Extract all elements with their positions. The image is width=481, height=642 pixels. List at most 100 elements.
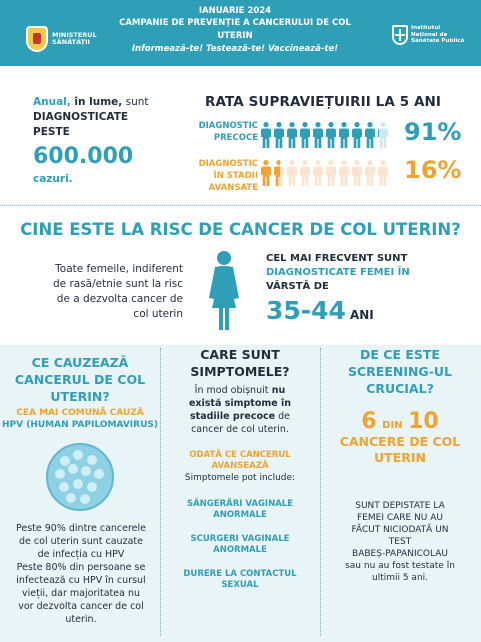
ministry-line-2: SĂNĂTĂȚII xyxy=(52,38,90,46)
person-icon xyxy=(261,122,271,148)
risk-right-line-3: VÂRSTĂ DE xyxy=(266,281,329,292)
advanced-percent: 16% xyxy=(404,156,462,184)
ratio-din: DIN xyxy=(382,420,403,431)
risk-left-line-4: col uterin xyxy=(133,308,183,320)
cases-unit: cazuri. xyxy=(33,173,73,185)
early-person-icons xyxy=(261,122,388,148)
person-icon xyxy=(313,122,323,148)
person-icon xyxy=(300,122,310,148)
hpv-label: HPV (HUMAN PAPILOMAVIRUS) xyxy=(2,420,158,430)
person-icon xyxy=(352,160,362,186)
causes-body-8: uterin. xyxy=(65,614,97,625)
causes-title-3: UTERIN? xyxy=(50,389,110,404)
person-icon xyxy=(378,122,388,148)
risk-title: CINE ESTE LA RISC DE CANCER DE COL UTERI… xyxy=(20,220,461,239)
causes-body-6: vieții, dar majoritatea nu xyxy=(22,588,140,599)
causes-body-4: Peste 80% din persoane se xyxy=(16,562,146,573)
symptoms-intro-d: stadiile precoce xyxy=(190,411,276,422)
risk-right-line-2: DIAGNOSTICATE FEMEI ÎN xyxy=(266,267,410,278)
symptoms-may-include: Simptomele pot include: xyxy=(184,473,296,483)
symptoms-intro-a: În mod obișnuit xyxy=(194,385,269,396)
screening-title-2: SCREENING-UL xyxy=(347,364,453,379)
risk-age-block: CEL MAI FRECVENT SUNT DIAGNOSTICATE FEME… xyxy=(266,252,466,325)
world-text: în lume, xyxy=(70,96,123,108)
person-icon xyxy=(339,160,349,186)
institute-logo: Institutul Național de Sănătate Publică xyxy=(392,25,464,45)
once-advanced-1: ODATĂ CE CANCERUL xyxy=(189,450,291,460)
advanced-label-2: ÎN STADII AVANSATE xyxy=(208,171,258,193)
person-icon xyxy=(378,160,388,186)
most-common-cause: CEA MAI COMUNĂ CAUZĂ xyxy=(16,408,144,418)
age-unit: ANI xyxy=(349,308,374,322)
once-advanced-2: AVANSEAZĂ xyxy=(211,461,269,471)
causes-body-2: de col uterin sunt cauzate xyxy=(19,536,143,547)
risk-left-line-2: de rasă/etnie sunt la risc xyxy=(52,278,183,290)
risk-left-line-1: Toate femeile, indiferent xyxy=(55,263,183,275)
shield-cross-icon xyxy=(392,25,408,45)
screening-title-1: DE CE ESTE xyxy=(360,347,440,362)
institute-line-1: Institutul xyxy=(411,25,441,32)
screening-highlight-2: UTERIN xyxy=(374,450,426,465)
screening-body-5: BABEȘ-PAPANICOLAU xyxy=(352,549,448,559)
risk-all-women-text: Toate femeile, indiferent de rasă/etnie … xyxy=(30,262,183,322)
risk-right-line-1: CEL MAI FRECVENT SUNT xyxy=(266,253,408,264)
institute-line-2: Național de xyxy=(411,31,448,38)
early-label-1: DIAGNOSTIC xyxy=(198,121,258,131)
person-icon xyxy=(274,160,284,186)
age-range: 35-44 xyxy=(266,296,346,325)
ministry-line-1: MINISTERUL xyxy=(52,31,97,39)
screening-body-4: TEST xyxy=(388,537,412,547)
campaign-date: IANUARIE 2024 xyxy=(198,6,272,16)
person-icon xyxy=(313,160,323,186)
causes-body-7: vor dezvolta cancer de col xyxy=(18,601,144,612)
symptoms-title-1: CARE SUNT xyxy=(200,347,280,362)
symptoms-intro-f: cancer de col uterin. xyxy=(191,424,289,435)
person-icon xyxy=(274,122,284,148)
person-icon xyxy=(326,160,336,186)
ratio-six: 6 xyxy=(361,409,377,434)
campaign-title: CAMPANIE DE PREVENȚIE A CANCERULUI DE CO… xyxy=(119,18,351,41)
diagnosed-text: DIAGNOSTICATE xyxy=(33,111,129,123)
symptom-2-line-1: SCURGERI VAGINALE xyxy=(190,534,290,544)
person-icon xyxy=(352,122,362,148)
symptom-3-line-2: SEXUAL xyxy=(221,580,259,590)
screening-column: DE CE ESTE SCREENING-UL CRUCIAL? 6 DIN 1… xyxy=(320,347,480,640)
advanced-person-icons xyxy=(261,160,388,186)
causes-column: CE CAUZEAZĂ CANCERUL DE COL UTERIN? CEA … xyxy=(0,350,160,640)
causes-body-5: infectează cu HPV în cursul xyxy=(16,575,146,586)
header-banner: MINISTERUL SĂNĂTĂȚII IANUARIE 2024 CAMPA… xyxy=(0,0,481,66)
annual-cases-block: Anual, în lume, sunt DIAGNOSTICATE PESTE… xyxy=(33,95,173,186)
column-divider-2 xyxy=(320,348,321,636)
person-icon xyxy=(365,160,375,186)
person-icon xyxy=(326,122,336,148)
person-icon xyxy=(287,160,297,186)
symptom-3-line-1: DURERE LA CONTACTUL xyxy=(183,569,297,579)
screening-body-2: FEMEI CARE NU AU xyxy=(357,513,443,523)
causes-body-3: de infecția cu HPV xyxy=(37,549,125,560)
annual-text: Anual, xyxy=(33,96,71,108)
risk-left-line-3: de a dezvolta cancer de xyxy=(56,293,183,305)
campaign-slogan: Informează-te! Testează-te! Vaccinează-t… xyxy=(131,44,339,54)
over-text: PESTE xyxy=(33,126,70,138)
screening-body-1: SUNT DEPISTATE LA xyxy=(355,501,445,511)
survival-row-early: DIAGNOSTIC PRECOCE 91% xyxy=(178,118,468,154)
person-icon xyxy=(287,122,297,148)
symptoms-intro-b: nu xyxy=(268,385,286,396)
symptom-1-line-1: SÂNGERĂRI VAGINALE xyxy=(186,499,294,509)
symptom-2-line-2: ANORMALE xyxy=(213,545,267,555)
person-icon xyxy=(365,122,375,148)
virus-illustration xyxy=(46,443,114,511)
survival-row-advanced: DIAGNOSTIC ÎN STADII AVANSATE 16% xyxy=(178,156,468,193)
screening-highlight-1: CANCERE DE COL xyxy=(339,434,461,449)
institute-line-3: Sănătate Publică xyxy=(411,38,465,45)
person-icon xyxy=(261,160,271,186)
ratio-ten: 10 xyxy=(408,409,439,434)
person-icon xyxy=(339,122,349,148)
screening-title-3: CRUCIAL? xyxy=(366,381,434,396)
symptoms-intro-c: există simptome în xyxy=(188,398,292,409)
symptoms-intro-e: de xyxy=(275,411,290,422)
ministry-logo: MINISTERUL SĂNĂTĂȚII xyxy=(26,26,97,52)
advanced-label-1: DIAGNOSTIC xyxy=(198,159,258,169)
symptoms-column: CARE SUNT SIMPTOMELE? În mod obișnuit nu… xyxy=(160,347,320,640)
screening-body-3: FĂCUT NICIODATĂ UN xyxy=(351,525,449,535)
